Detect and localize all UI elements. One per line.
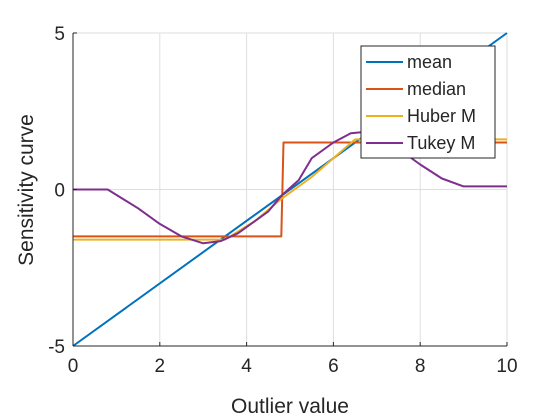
- x-tick-label: 6: [328, 356, 339, 377]
- legend-box: [360, 45, 496, 159]
- y-tick-label: 0: [54, 181, 65, 202]
- tick-labels: 0 2 4 6 8 10-505: [48, 24, 517, 377]
- y-tick-label: 5: [54, 24, 65, 45]
- x-axis-label: Outlier value: [231, 395, 349, 418]
- x-tick-label: 10: [496, 356, 517, 377]
- x-tick-label: 0: [68, 356, 79, 377]
- legend: mean median Huber M Tukey M: [360, 45, 496, 159]
- legend-label: Tukey M: [407, 133, 475, 153]
- legend-label: Huber M: [407, 106, 476, 126]
- x-tick-label: 8: [415, 356, 426, 377]
- legend-label: mean: [407, 52, 452, 72]
- legend-label: median: [407, 79, 466, 99]
- y-tick-label: -5: [48, 337, 65, 358]
- axes: [72, 32, 508, 347]
- y-axis-label: Sensitivity curve: [15, 114, 38, 266]
- x-tick-label: 2: [155, 356, 166, 377]
- x-tick-label: 4: [241, 356, 252, 377]
